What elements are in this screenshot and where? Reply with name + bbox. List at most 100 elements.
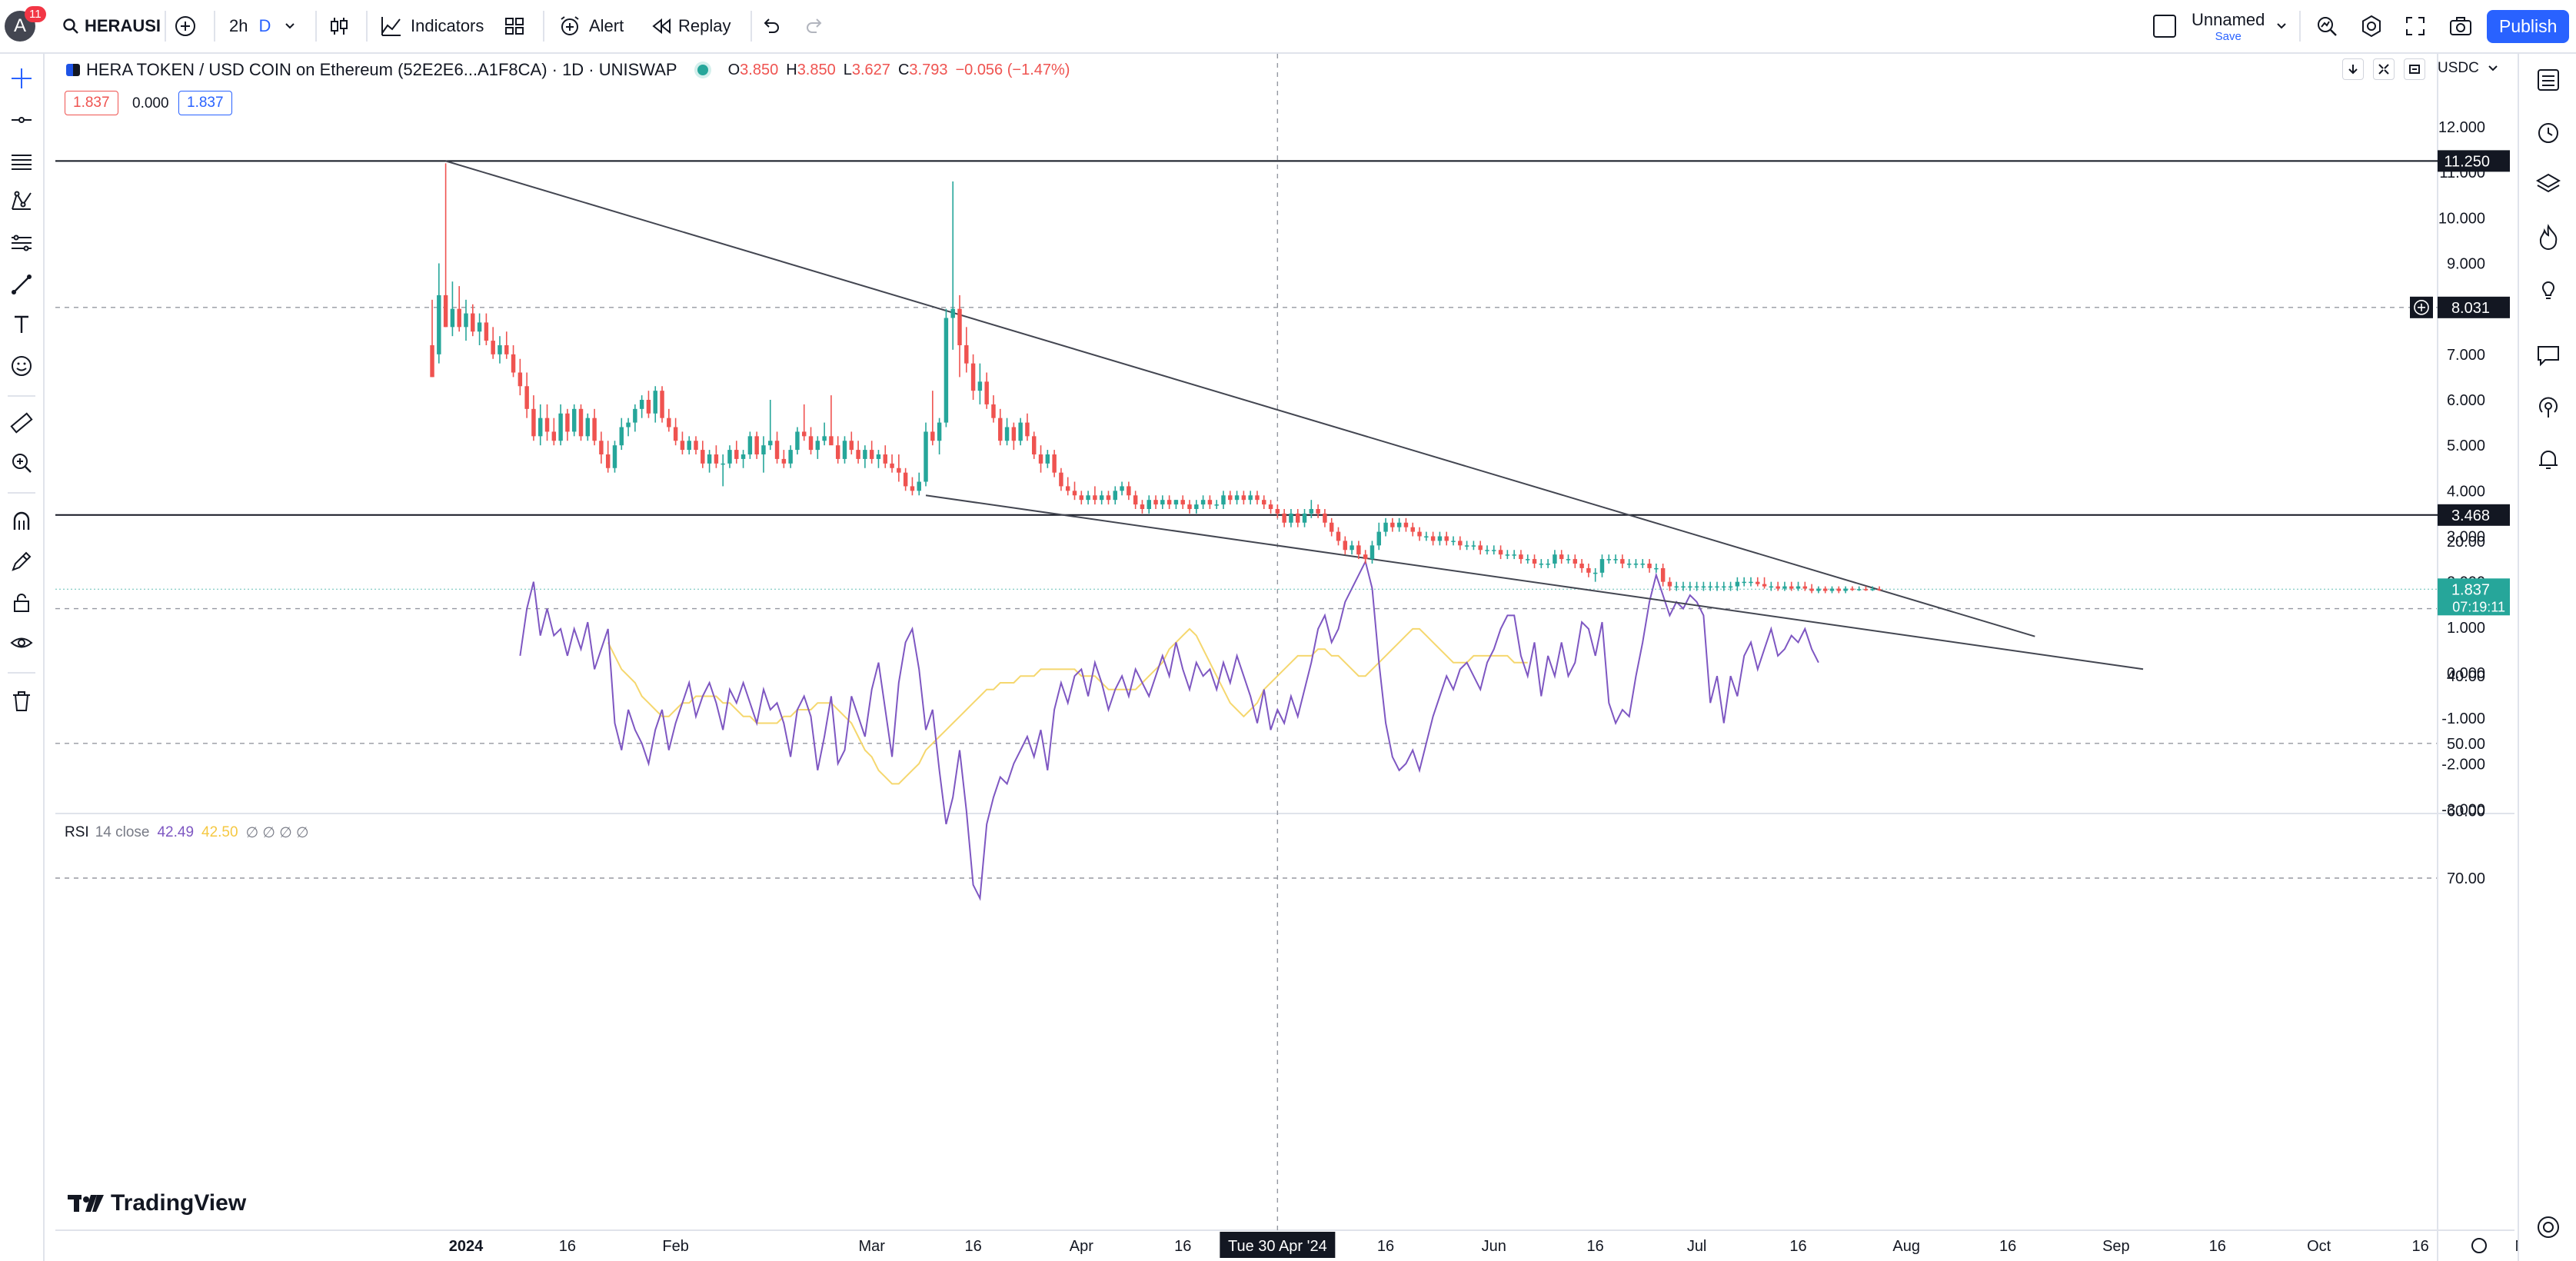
symbol-search[interactable]: HERAUSI bbox=[62, 8, 161, 45]
candle-body bbox=[1471, 545, 1476, 547]
candle-body bbox=[1606, 559, 1612, 561]
candle-body bbox=[599, 441, 604, 454]
candle-body bbox=[1660, 567, 1666, 582]
trash-icon bbox=[13, 691, 30, 711]
prediction-tool[interactable] bbox=[3, 225, 40, 261]
crosshair-date-tag bbox=[1220, 1232, 1336, 1258]
user-avatar[interactable]: A 11 bbox=[5, 6, 46, 45]
chart-type-button[interactable] bbox=[328, 8, 351, 45]
candle-body bbox=[1749, 581, 1753, 584]
ohlc-change: −0.056 (−1.47%) bbox=[955, 61, 1070, 78]
stay-in-drawing-mode[interactable] bbox=[3, 543, 40, 580]
candle-body bbox=[558, 413, 563, 441]
text-tool[interactable] bbox=[3, 306, 40, 343]
watchlist-button[interactable] bbox=[2528, 60, 2568, 100]
streams-button[interactable] bbox=[2528, 388, 2568, 428]
templates-button[interactable] bbox=[503, 8, 526, 45]
candle-body bbox=[761, 445, 766, 454]
candle-body bbox=[1701, 586, 1706, 588]
candle-body bbox=[578, 408, 584, 437]
measure-tool[interactable] bbox=[3, 404, 40, 441]
rsi-tick-label: 70.00 bbox=[2447, 870, 2485, 887]
candle-body bbox=[998, 418, 1003, 441]
scroll-down-button[interactable] bbox=[2342, 58, 2364, 80]
reset-scale-button[interactable] bbox=[2404, 58, 2425, 80]
collapse-button[interactable] bbox=[2373, 58, 2395, 80]
indicators-button[interactable]: Indicators bbox=[380, 8, 484, 45]
candle-body bbox=[937, 422, 942, 441]
drawing-toolbar bbox=[0, 54, 45, 1261]
quick-search-button[interactable] bbox=[2315, 8, 2339, 45]
candle-body bbox=[1626, 564, 1632, 565]
last-price-tag: 1.837 bbox=[2451, 581, 2490, 598]
candle-body bbox=[1221, 495, 1226, 505]
fib-tool[interactable] bbox=[3, 143, 40, 180]
legend-title[interactable]: HERA TOKEN / USD COIN on Ethereum (52E2E… bbox=[86, 60, 677, 79]
chats-button[interactable] bbox=[2528, 335, 2568, 375]
alert-button[interactable]: Alert bbox=[558, 8, 624, 45]
settings-button[interactable] bbox=[2359, 8, 2384, 45]
lock-drawings-tool[interactable] bbox=[3, 584, 40, 621]
brush-tool[interactable] bbox=[3, 266, 40, 303]
broadcast-icon bbox=[2539, 397, 2558, 418]
candle-body bbox=[1539, 564, 1544, 565]
price-tick-label: 10.000 bbox=[2438, 210, 2485, 227]
candle-body bbox=[1512, 554, 1516, 556]
magnet-tool[interactable] bbox=[3, 503, 40, 540]
hotlists-button[interactable] bbox=[2528, 217, 2568, 257]
alerts-button[interactable] bbox=[2528, 112, 2568, 152]
compare-button[interactable] bbox=[174, 8, 197, 45]
candle-body bbox=[1403, 522, 1409, 527]
emoji-tool[interactable] bbox=[3, 348, 40, 384]
candle-body bbox=[1822, 588, 1828, 591]
candle-body bbox=[1038, 454, 1043, 464]
undo-icon bbox=[764, 18, 779, 33]
indicators-icon bbox=[381, 17, 401, 36]
checkbox-icon bbox=[2153, 15, 2176, 38]
tradingview-logo[interactable]: TradingView bbox=[68, 1190, 246, 1216]
candle-body bbox=[1160, 500, 1165, 505]
rsi-name[interactable]: RSI bbox=[65, 824, 89, 840]
candle-body bbox=[1674, 586, 1679, 588]
pattern-tool[interactable] bbox=[3, 183, 40, 220]
candle-body bbox=[1654, 567, 1659, 570]
remove-drawings-tool[interactable] bbox=[3, 683, 40, 720]
time-tick-label: 16 bbox=[2411, 1238, 2428, 1255]
notifications-button[interactable] bbox=[2528, 440, 2568, 480]
candle-body bbox=[504, 345, 509, 354]
crosshair-date-label: Tue 30 Apr '24 bbox=[1228, 1238, 1327, 1255]
undo-button[interactable] bbox=[760, 8, 781, 45]
currency-label: USDC bbox=[2438, 60, 2479, 76]
refresh-icon bbox=[2409, 65, 2420, 74]
candle-body bbox=[1234, 495, 1240, 501]
help-button[interactable] bbox=[2528, 1207, 2568, 1247]
replay-button[interactable]: Replay bbox=[651, 8, 731, 45]
object-tree-button[interactable] bbox=[2528, 165, 2568, 205]
candle-body bbox=[1458, 541, 1463, 546]
candle-body bbox=[754, 436, 759, 454]
layout-name-button[interactable]: Unnamed Save bbox=[2192, 8, 2265, 45]
candle-body bbox=[1526, 559, 1530, 561]
layout-menu-button[interactable] bbox=[2276, 8, 2287, 45]
candle-body bbox=[1356, 545, 1361, 555]
hide-drawings-tool[interactable] bbox=[3, 624, 40, 661]
interval-button[interactable]: 2h D bbox=[229, 8, 295, 45]
trend-line-tool[interactable] bbox=[3, 101, 40, 138]
level-high-price-tag-bg bbox=[2438, 150, 2510, 172]
watchlist-icon bbox=[2538, 69, 2559, 91]
publish-button[interactable]: Publish bbox=[2487, 8, 2570, 45]
snapshot-button[interactable] bbox=[2448, 8, 2473, 45]
market-status-icon bbox=[697, 65, 708, 75]
sell-price-box[interactable]: 1.837 bbox=[65, 91, 118, 115]
buy-price-box[interactable]: 1.837 bbox=[178, 91, 232, 115]
currency-select[interactable]: USDC bbox=[2438, 60, 2498, 77]
layout-select-checkbox[interactable] bbox=[2153, 8, 2176, 45]
candle-body bbox=[1485, 550, 1489, 551]
redo-button[interactable] bbox=[804, 8, 826, 45]
fullscreen-button[interactable] bbox=[2404, 8, 2427, 45]
ideas-button[interactable] bbox=[2528, 269, 2568, 309]
candle-body bbox=[1620, 559, 1625, 564]
zoom-tool[interactable] bbox=[3, 444, 40, 481]
crosshair-tool[interactable] bbox=[3, 60, 40, 97]
